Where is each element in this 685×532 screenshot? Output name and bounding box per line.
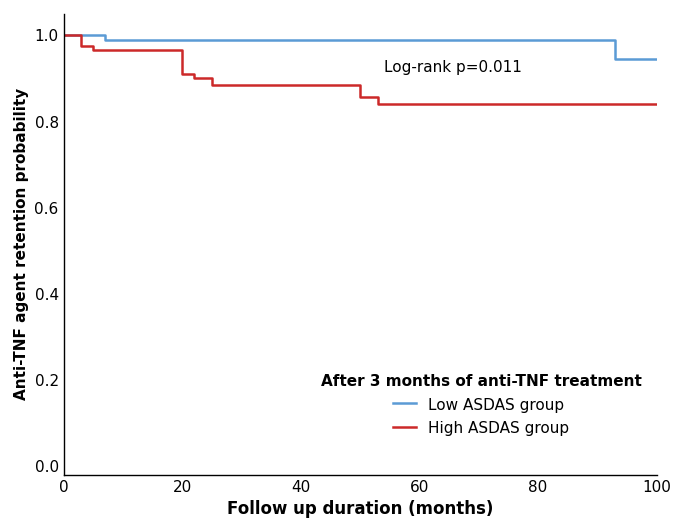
- Y-axis label: Anti-TNF agent retention probability: Anti-TNF agent retention probability: [14, 88, 29, 401]
- Legend: Low ASDAS group, High ASDAS group: Low ASDAS group, High ASDAS group: [313, 367, 649, 444]
- X-axis label: Follow up duration (months): Follow up duration (months): [227, 500, 493, 518]
- Text: Log-rank p=0.011: Log-rank p=0.011: [384, 60, 522, 75]
